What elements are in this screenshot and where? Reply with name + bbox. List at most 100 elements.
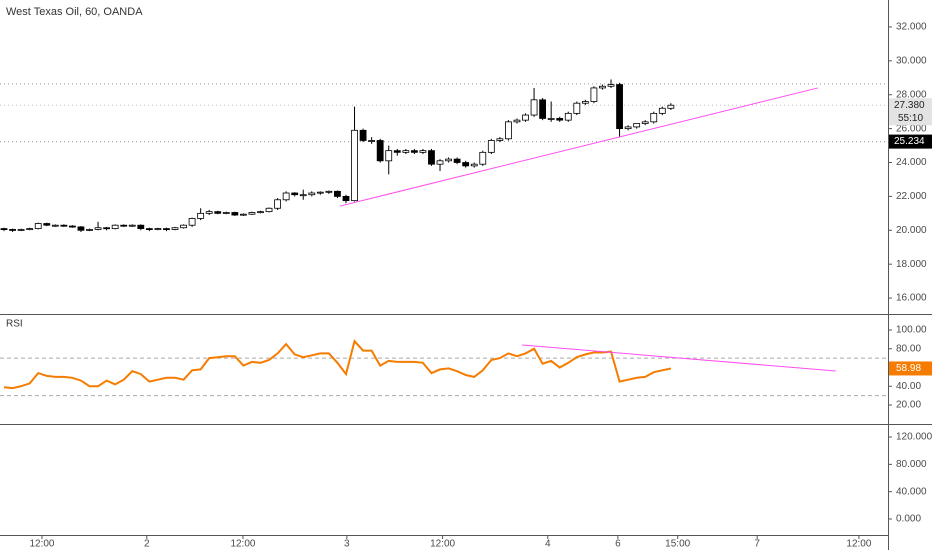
candle-body (257, 211, 264, 214)
candle-body (633, 123, 641, 128)
candle-body (334, 190, 341, 197)
candle-body (539, 99, 547, 119)
candle-body (86, 229, 93, 231)
candle-body (462, 162, 470, 167)
candle-body (197, 212, 205, 219)
countdown: 55:10 (898, 113, 923, 124)
candle-body (17, 229, 25, 231)
candle-body (26, 228, 34, 230)
candle-body (171, 227, 179, 230)
candle-body (214, 211, 222, 214)
candle-body (445, 158, 452, 162)
y-tick-label: 40.000 (896, 486, 927, 497)
candle-body (359, 129, 367, 141)
candle-body (222, 212, 230, 214)
y-tick-label: 0.000 (896, 514, 921, 525)
candle-body (325, 190, 333, 193)
last-price-label: 27.380 (894, 100, 925, 111)
candle-body (547, 118, 555, 120)
y-tick-label: 22.000 (896, 191, 927, 202)
candle-body (51, 224, 59, 227)
candle-body (410, 150, 418, 153)
candle-body (641, 121, 649, 124)
rsi-last-bg (889, 361, 932, 376)
candle-body (137, 224, 145, 229)
rsi-last-label: 58.98 (896, 363, 921, 374)
candle-body (419, 150, 427, 153)
y-tick-label: 40.00 (896, 381, 921, 392)
candle-body (145, 228, 153, 230)
x-tick-label: 2 (144, 539, 150, 550)
candle-body (624, 126, 632, 130)
trendline (522, 344, 836, 372)
price-label: 25.234 (894, 136, 925, 147)
candle-body (667, 104, 675, 109)
x-tick-label: 12:00 (846, 539, 871, 550)
candle-body (274, 199, 281, 209)
y-tick-label: 26.000 (896, 123, 927, 134)
candle-body (436, 160, 444, 165)
y-tick-label: 120.000 (896, 432, 932, 443)
candle-body (590, 87, 598, 102)
candle-body (299, 194, 307, 197)
y-tick-label: 16.000 (896, 293, 927, 304)
candle-body (650, 112, 658, 123)
x-tick-label: 12:00 (29, 539, 54, 550)
candle-body (573, 102, 581, 114)
candle-body (393, 150, 401, 153)
candle-body (428, 150, 435, 165)
y-tick-label: 32.000 (896, 22, 927, 33)
candle-body (239, 213, 247, 216)
x-tick-label: 3 (344, 539, 350, 550)
rsi-title: RSI (6, 319, 23, 330)
candle-body (69, 225, 76, 228)
candle-body (188, 218, 196, 226)
candle-body (94, 227, 102, 230)
candle-body (351, 129, 358, 202)
candle-body (308, 192, 316, 196)
candle-body (60, 224, 68, 227)
candle-body (496, 138, 504, 141)
candle-body (248, 212, 256, 215)
candle-body (470, 163, 478, 167)
candle-body (385, 150, 393, 162)
y-tick-label: 20.000 (896, 225, 927, 236)
price-label-bg (889, 134, 932, 149)
candle-body (453, 158, 461, 163)
candle-body (316, 191, 324, 194)
candle-body (376, 140, 384, 162)
x-tick-label: 7 (754, 539, 760, 550)
candle-body (658, 107, 666, 114)
y-tick-label: 80.000 (896, 459, 927, 470)
x-tick-label: 12:00 (430, 539, 455, 550)
candle-body (342, 195, 350, 202)
candle-body (231, 212, 239, 216)
candle-body (163, 228, 170, 230)
rsi-line (3, 339, 672, 390)
candle-body (607, 84, 615, 87)
y-tick-label: 24.000 (896, 157, 927, 168)
chart-title: West Texas Oil, 60, OANDA (6, 6, 143, 18)
y-tick-label: 18.000 (896, 259, 927, 270)
candle-body (9, 229, 16, 231)
candle-body (368, 140, 376, 142)
candle-body (564, 112, 572, 121)
x-tick-label: 12:00 (230, 539, 255, 550)
candle-body (205, 211, 213, 214)
candle-body (265, 207, 273, 213)
candle-body (43, 223, 51, 226)
candle-body (522, 114, 529, 121)
candle-body (530, 99, 538, 116)
x-tick-label: 6 (615, 539, 621, 550)
y-tick-label: 80.00 (896, 343, 921, 354)
candle-body (479, 151, 487, 165)
candle-body (0, 228, 8, 230)
candle-body (103, 227, 111, 230)
candle-body (128, 224, 136, 227)
y-tick-label: 100.00 (896, 325, 927, 336)
x-tick-label: 4 (545, 539, 551, 550)
y-tick-label: 28.000 (896, 89, 927, 100)
candle-body (34, 223, 42, 229)
